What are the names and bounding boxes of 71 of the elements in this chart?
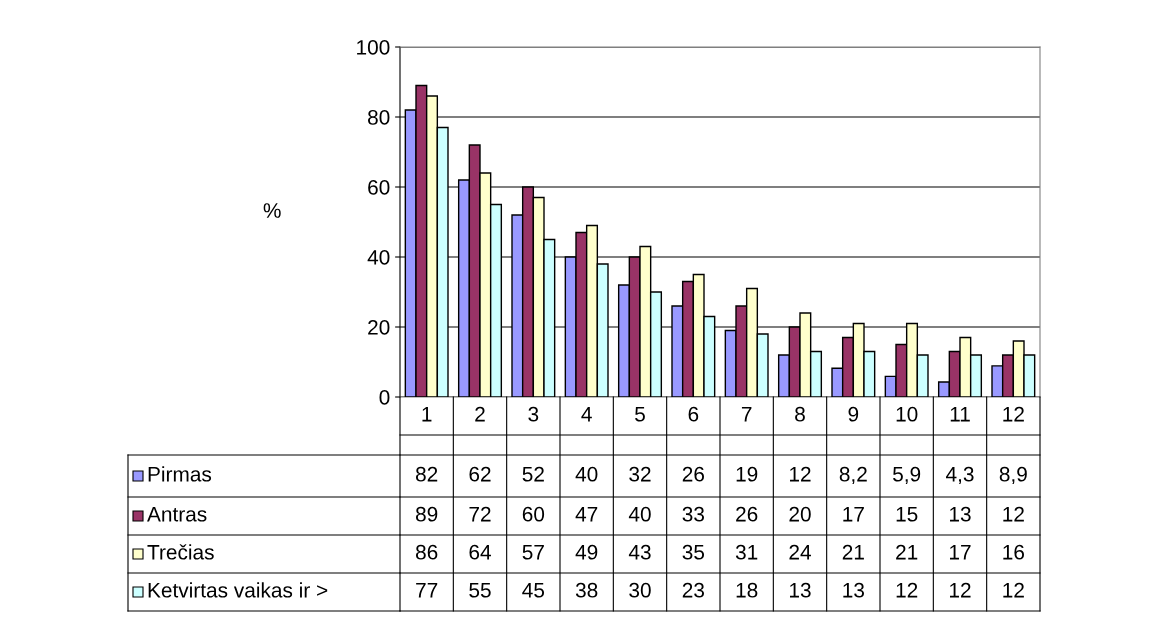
data-label: 13 xyxy=(790,582,811,598)
y-tick-label: 80 xyxy=(368,110,390,125)
data-label: 21 xyxy=(896,544,918,560)
x-tick-label: 8 xyxy=(795,406,805,422)
data-label: 5,9 xyxy=(893,466,921,485)
data-label: 62 xyxy=(469,466,491,482)
x-tick-label: 2 xyxy=(475,406,485,422)
data-label: 40 xyxy=(575,466,598,482)
data-label: 60 xyxy=(522,506,545,522)
legend-label: Ketvirtas vaikas ir > xyxy=(148,582,328,598)
x-tick-label: 10 xyxy=(896,406,918,422)
x-tick-label: 9 xyxy=(848,406,859,422)
data-label: 8,9 xyxy=(999,466,1027,485)
data-label: 18 xyxy=(736,582,758,598)
y-tick-label: 20 xyxy=(368,320,390,335)
data-label: 86 xyxy=(415,544,438,560)
x-tick-label: 6 xyxy=(688,406,699,422)
data-label: 82 xyxy=(415,466,438,482)
legend-label: Antras xyxy=(147,507,207,522)
data-label: 38 xyxy=(575,582,598,598)
data-label: 32 xyxy=(629,466,651,482)
data-label: 12 xyxy=(790,466,811,482)
data-label: 23 xyxy=(682,582,705,598)
x-tick-label: 7 xyxy=(741,407,752,422)
x-tick-label: 5 xyxy=(635,407,645,422)
data-label: 35 xyxy=(682,544,705,560)
data-label: 55 xyxy=(469,583,491,598)
data-label: 12 xyxy=(896,582,918,598)
data-label: 31 xyxy=(735,544,758,560)
data-label: 47 xyxy=(575,507,598,522)
data-label: 17 xyxy=(843,507,864,522)
data-label: 89 xyxy=(415,506,438,522)
x-tick-label: 4 xyxy=(581,407,592,422)
data-label: 12 xyxy=(1003,506,1024,522)
data-label: 24 xyxy=(789,544,811,560)
y-tick-label: 0 xyxy=(379,390,390,405)
data-label: 21 xyxy=(842,544,864,560)
data-label: 20 xyxy=(789,506,811,522)
data-label: 77 xyxy=(416,583,438,598)
data-label: 8,2 xyxy=(839,466,867,485)
x-tick-label: 11 xyxy=(950,407,970,422)
data-label: 43 xyxy=(628,544,651,560)
data-label: 30 xyxy=(629,582,651,598)
data-label: 12 xyxy=(950,582,971,598)
data-label: 40 xyxy=(628,506,651,522)
data-label: 52 xyxy=(522,466,544,482)
data-label: 26 xyxy=(736,506,758,522)
data-label: 16 xyxy=(1003,544,1025,560)
data-label: 72 xyxy=(469,506,491,522)
x-tick-label: 3 xyxy=(528,406,539,422)
data-label: 12 xyxy=(1003,582,1024,598)
legend-label: Trečias xyxy=(147,544,214,560)
data-label: 17 xyxy=(950,545,971,560)
data-label: 49 xyxy=(575,544,598,560)
data-label: 64 xyxy=(469,544,491,560)
y-tick-label: 100 xyxy=(357,40,390,55)
x-tick-label: 12 xyxy=(1003,406,1024,422)
data-label: 19 xyxy=(736,466,758,482)
data-label: 13 xyxy=(843,582,865,598)
y-tick-label: 60 xyxy=(368,180,390,195)
legend-label: Pirmas xyxy=(148,466,212,482)
data-label: 13 xyxy=(950,506,971,522)
data-label: 57 xyxy=(522,545,544,560)
data-label: 26 xyxy=(682,466,705,482)
data-label: 45 xyxy=(522,583,545,598)
x-tick-label: 1 xyxy=(422,407,432,422)
data-label: 4,3 xyxy=(946,466,974,485)
data-label: 15 xyxy=(896,507,918,522)
data-label: 33 xyxy=(682,506,705,522)
y-axis-title: % xyxy=(263,203,281,218)
y-tick-label: 40 xyxy=(367,250,390,265)
